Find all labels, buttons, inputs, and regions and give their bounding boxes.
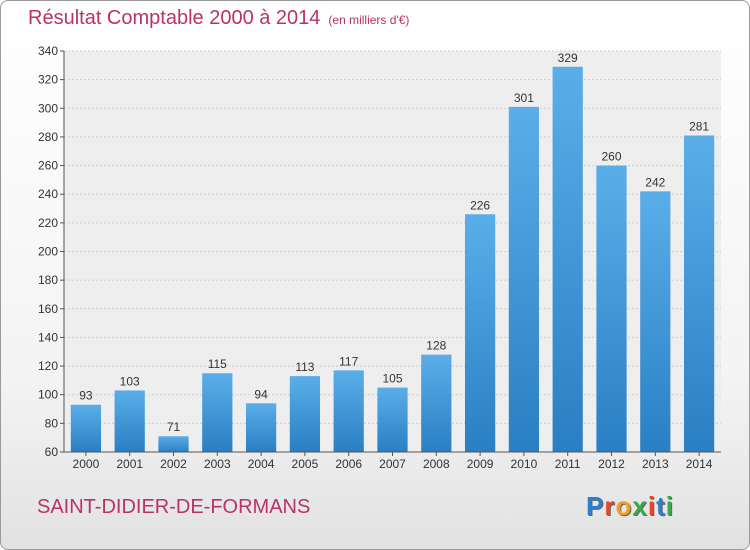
x-tick-label-2007: 2007 — [379, 457, 406, 471]
x-tick-label-2002: 2002 — [160, 457, 187, 471]
logo-letter: i — [665, 491, 674, 521]
y-tick-label: 280 — [38, 130, 58, 144]
data-label-2013: 242 — [645, 175, 665, 189]
proxiti-logo: Proxiti — [586, 491, 674, 522]
data-label-2000: 93 — [79, 389, 93, 403]
bar-2003 — [202, 373, 233, 452]
bar-2013 — [640, 191, 671, 452]
bar-2011 — [552, 66, 583, 452]
chart-title-text: Résultat Comptable 2000 à 2014 — [28, 7, 321, 29]
data-label-2007: 105 — [382, 372, 402, 386]
chart-subtitle: (en milliers d'€) — [328, 13, 410, 27]
logo-letter: t — [656, 491, 666, 521]
data-label-2006: 117 — [339, 354, 358, 368]
bar-2002 — [158, 436, 189, 452]
commune-name: SAINT-DIDIER-DE-FORMANS — [37, 496, 311, 518]
x-tick-label-2010: 2010 — [511, 457, 538, 471]
x-tick-label-2011: 2011 — [555, 457, 581, 471]
y-tick-label: 140 — [38, 330, 58, 344]
y-tick-label: 160 — [38, 302, 58, 316]
bar-2010 — [508, 106, 540, 452]
data-label-2005: 113 — [295, 360, 314, 374]
data-label-2008: 128 — [426, 339, 446, 353]
bar-2005 — [289, 376, 321, 452]
y-tick-label: 340 — [38, 44, 58, 58]
logo-letter: P — [586, 491, 605, 521]
x-tick-label-2012: 2012 — [598, 457, 625, 471]
bar-2007 — [377, 387, 408, 452]
bar-2006 — [333, 370, 364, 452]
x-tick-label-2006: 2006 — [335, 457, 362, 471]
y-tick-label: 100 — [38, 388, 58, 402]
bar-2009 — [464, 214, 496, 452]
y-tick-label: 260 — [38, 159, 58, 173]
data-label-2004: 94 — [254, 387, 268, 401]
chart-title: Résultat Comptable 2000 à 2014 (en millie… — [28, 7, 409, 30]
x-tick-label-2008: 2008 — [423, 457, 450, 471]
y-tick-label: 320 — [38, 73, 58, 87]
logo-letter: x — [632, 491, 648, 521]
x-tick-label-2009: 2009 — [467, 457, 494, 471]
bar-2014 — [683, 135, 715, 452]
data-label-2009: 226 — [470, 198, 490, 212]
data-label-2011: 329 — [558, 51, 578, 65]
bar-2004 — [245, 403, 277, 452]
logo-letter: r — [604, 491, 616, 521]
bar-2012 — [596, 165, 627, 453]
data-label-2003: 115 — [208, 357, 227, 371]
data-label-2012: 260 — [601, 150, 621, 164]
data-label-2002: 71 — [167, 420, 181, 434]
y-tick-label: 200 — [38, 245, 58, 259]
x-tick-label-2001: 2001 — [116, 457, 143, 471]
data-label-2001: 103 — [120, 374, 140, 388]
x-tick-label-2005: 2005 — [292, 457, 319, 471]
bar-2000 — [70, 404, 102, 452]
x-tick-label-2004: 2004 — [248, 457, 275, 471]
bar-2001 — [114, 390, 145, 452]
y-tick-label: 80 — [45, 416, 59, 430]
x-tick-label-2013: 2013 — [642, 457, 669, 471]
y-tick-label: 240 — [38, 187, 58, 201]
y-tick-label: 120 — [38, 359, 58, 373]
bar-2008 — [421, 354, 452, 452]
x-tick-label-2003: 2003 — [204, 457, 231, 471]
y-tick-label: 60 — [45, 445, 59, 459]
data-label-2010: 301 — [514, 91, 534, 105]
y-tick-label: 180 — [38, 273, 58, 287]
x-tick-label-2000: 2000 — [73, 457, 100, 471]
x-tick-label-2014: 2014 — [686, 457, 713, 471]
data-label-2014: 281 — [689, 119, 709, 133]
y-tick-label: 300 — [38, 101, 58, 115]
y-tick-label: 220 — [38, 216, 58, 230]
logo-letter: o — [615, 491, 633, 521]
logo-letter: i — [647, 491, 657, 521]
